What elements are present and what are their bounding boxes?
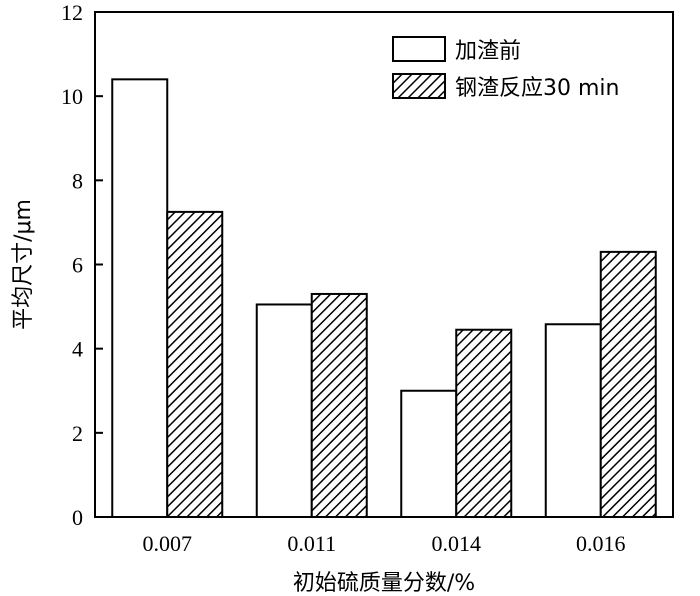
bar-after-0.014: [455, 328, 513, 518]
bar-after-0.007: [166, 210, 224, 518]
bar-before-0.016: [544, 323, 602, 518]
y-tick-label: 4: [72, 337, 83, 362]
y-axis-title: 平均尺寸/μm: [11, 199, 36, 330]
bar-after-0.011: [310, 292, 368, 519]
legend-swatch-before: [392, 36, 446, 62]
legend-label-after: 钢渣反应30 min: [455, 76, 619, 101]
legend-swatch-after: [392, 73, 446, 99]
y-tick-label: 10: [61, 84, 83, 109]
legend-label-before: 加渣前: [455, 39, 521, 64]
chart-marks: [111, 78, 657, 519]
chart-axes: 0.007 0.011 0.014 0.016 0 2 4 6 8 10 12: [61, 0, 674, 556]
x-axis-title: 初始硫质量分数/%: [293, 571, 475, 596]
y-tick-label: 2: [72, 421, 83, 446]
bar-before-0.007: [111, 78, 169, 518]
y-tick-label: 8: [72, 168, 83, 193]
bar-after-0.016: [599, 250, 657, 518]
y-tick-label: 12: [61, 0, 83, 25]
x-tick-label: 0.016: [576, 531, 626, 556]
bar-before-0.011: [255, 303, 313, 518]
y-tick-label: 6: [72, 253, 83, 278]
y-tick-label: 0: [72, 505, 83, 530]
bar-before-0.014: [400, 389, 458, 518]
x-tick-label: 0.011: [287, 531, 336, 556]
x-tick-label: 0.007: [143, 531, 193, 556]
x-tick-label: 0.014: [432, 531, 482, 556]
